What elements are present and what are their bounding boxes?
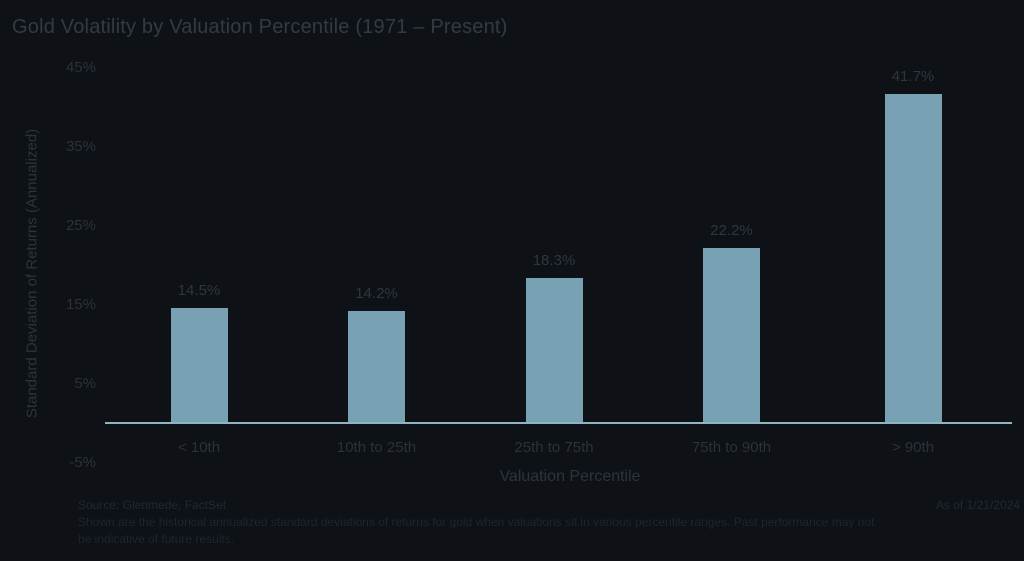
y-tick-label: 5% [74,374,96,392]
bar [348,310,405,423]
x-tick-label: 75th to 90th [691,439,772,456]
y-tick-label: 35% [65,137,96,155]
disclaimer-text: Shown are the historical annualized stan… [78,515,875,546]
bar-value-label: 14.5% [177,282,221,300]
y-tick-label: 25% [65,216,96,234]
bar [170,308,228,423]
chart-title: Gold Volatility by Valuation Percentile … [12,16,508,38]
bar [525,278,583,423]
bar [703,247,760,423]
x-axis-line [105,422,1012,424]
bar-value-label: 18.3% [532,252,576,270]
x-tick-label: 10th to 25th [336,439,417,456]
x-tick-label: 25th to 75th [514,439,594,456]
y-tick-label: -5% [69,453,96,471]
bar-value-label: 41.7% [891,67,935,85]
y-tick-label: 45% [65,58,96,76]
source-note: Source: Glenmede, FactSet [78,498,227,512]
y-tick-label: 15% [65,295,96,313]
bar-value-label: 14.2% [355,284,398,302]
x-tick-label: > 90th [891,439,935,456]
as-of-date: As of 1/21/2024 [935,498,1020,512]
bar [884,93,942,423]
bar-value-label: 22.2% [710,221,753,239]
x-tick-label: < 10th [177,439,221,456]
x-axis-title: Valuation Percentile [499,468,641,485]
